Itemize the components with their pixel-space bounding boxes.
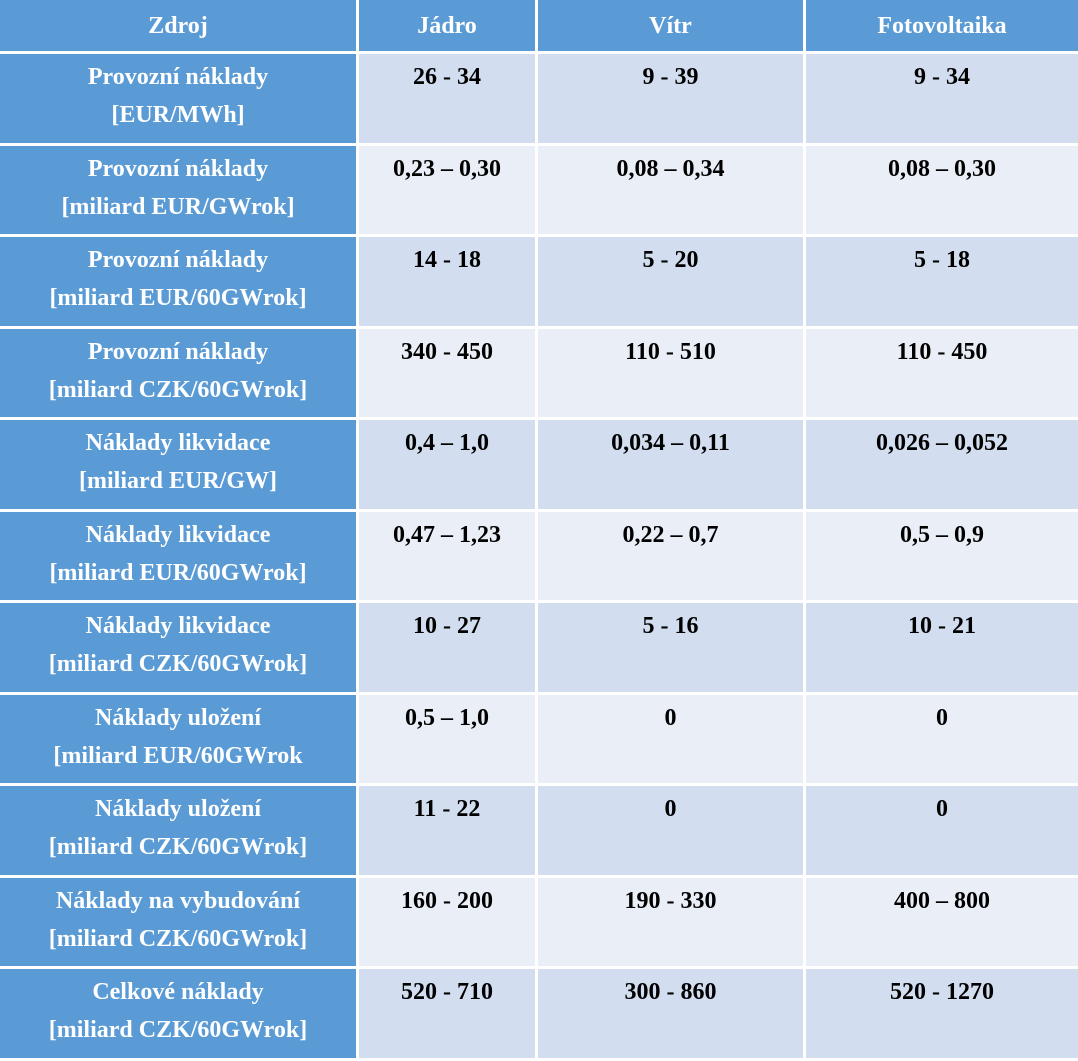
- row-label-line: Náklady likvidace: [85, 613, 271, 639]
- table-cell: 190 - 330: [538, 877, 806, 969]
- row-label: Provozní náklady [miliard EUR/60GWrok]: [0, 237, 359, 329]
- table-cell: 0,026 – 0,052: [806, 420, 1078, 512]
- table-cell: 520 - 710: [359, 969, 538, 1061]
- row-label-line: Provozní náklady: [87, 64, 269, 90]
- row-label-line: Náklady uložení: [94, 704, 262, 731]
- row-label-line: Provozní náklady: [87, 155, 269, 182]
- row-label-unit: [EUR/MWh]: [111, 102, 245, 128]
- row-label: Celkové náklady [miliard CZK/60GWrok]: [0, 969, 359, 1061]
- row-label-unit: [miliard EUR/60GWrok: [53, 742, 303, 769]
- row-label: Náklady uložení [miliard EUR/60GWrok: [0, 694, 359, 786]
- table-cell: 0,47 – 1,23: [359, 511, 538, 603]
- table-cell: 0,22 – 0,7: [538, 511, 806, 603]
- table-cell: 10 - 21: [806, 603, 1078, 695]
- row-label-unit: [miliard EUR/60GWrok]: [49, 559, 307, 586]
- table-cell: 400 – 800: [806, 877, 1078, 969]
- table-cell: 0: [538, 786, 806, 878]
- header-cell-wind: Vítr: [538, 0, 806, 54]
- row-label-unit: [miliard CZK/60GWrok]: [48, 1017, 308, 1043]
- table-cell: 300 - 860: [538, 969, 806, 1061]
- table-cell: 14 - 18: [359, 237, 538, 329]
- header-cell-nuclear: Jádro: [359, 0, 538, 54]
- row-label-line: Náklady likvidace: [85, 430, 271, 456]
- row-label-unit: [miliard CZK/60GWrok]: [48, 376, 308, 403]
- table-cell: 0: [806, 786, 1078, 878]
- table-cell: 9 - 34: [806, 54, 1078, 146]
- row-label-unit: [miliard EUR/60GWrok]: [49, 285, 307, 311]
- table-cell: 160 - 200: [359, 877, 538, 969]
- table-cell: 11 - 22: [359, 786, 538, 878]
- table-cell: 0,4 – 1,0: [359, 420, 538, 512]
- table-cell: 0,034 – 0,11: [538, 420, 806, 512]
- header-cell-photovoltaics: Fotovoltaika: [806, 0, 1078, 54]
- row-label: Náklady likvidace [miliard EUR/GW]: [0, 420, 359, 512]
- table-cell: 0,08 – 0,34: [538, 145, 806, 237]
- table-cell: 10 - 27: [359, 603, 538, 695]
- table-cell: 0: [538, 694, 806, 786]
- table-cell: 340 - 450: [359, 328, 538, 420]
- row-label-line: Celkové náklady: [92, 979, 264, 1005]
- table-cell: 0,5 – 1,0: [359, 694, 538, 786]
- table-cell: 5 - 16: [538, 603, 806, 695]
- row-label-line: Provozní náklady: [87, 247, 269, 273]
- row-label-unit: [miliard CZK/60GWrok]: [48, 834, 308, 860]
- table-cell: 110 - 510: [538, 328, 806, 420]
- table-cell: 0,08 – 0,30: [806, 145, 1078, 237]
- row-label: Náklady uložení [miliard CZK/60GWrok]: [0, 786, 359, 878]
- row-label: Provozní náklady [EUR/MWh]: [0, 54, 359, 146]
- table-cell: 9 - 39: [538, 54, 806, 146]
- row-label-line: Náklady na vybudování: [55, 887, 301, 914]
- row-label-line: Náklady likvidace: [85, 521, 271, 548]
- table-cell: 520 - 1270: [806, 969, 1078, 1061]
- table-cell: 0,5 – 0,9: [806, 511, 1078, 603]
- table-cell: 110 - 450: [806, 328, 1078, 420]
- row-label-line: Náklady uložení: [94, 796, 262, 822]
- row-label: Náklady likvidace [miliard EUR/60GWrok]: [0, 511, 359, 603]
- row-label: Provozní náklady [miliard EUR/GWrok]: [0, 145, 359, 237]
- header-cell-source: Zdroj: [0, 0, 359, 54]
- row-label-line: Provozní náklady: [87, 338, 269, 365]
- table-cell: 0,23 – 0,30: [359, 145, 538, 237]
- table-cell: 0: [806, 694, 1078, 786]
- row-label: Provozní náklady [miliard CZK/60GWrok]: [0, 328, 359, 420]
- row-label-unit: [miliard CZK/60GWrok]: [48, 925, 308, 952]
- row-label-unit: [miliard EUR/GWrok]: [61, 193, 295, 220]
- table-cell: 26 - 34: [359, 54, 538, 146]
- table-cell: 5 - 20: [538, 237, 806, 329]
- row-label: Náklady na vybudování [miliard CZK/60GWro…: [0, 877, 359, 969]
- table-cell: 5 - 18: [806, 237, 1078, 329]
- row-label-unit: [miliard EUR/GW]: [79, 468, 277, 494]
- row-label-unit: [miliard CZK/60GWrok]: [48, 651, 308, 677]
- row-label: Náklady likvidace [miliard CZK/60GWrok]: [0, 603, 359, 695]
